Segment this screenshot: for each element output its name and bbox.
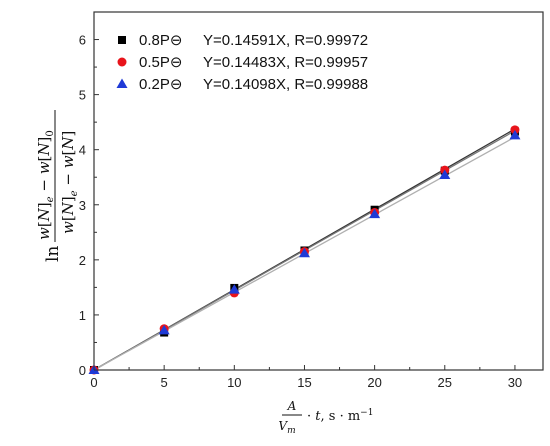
y-tick-label: 0 <box>79 363 86 378</box>
x-tick-label: 25 <box>438 375 452 390</box>
legend-marker <box>116 78 128 88</box>
legend: 0.8P⊖ Y=0.14591X, R=0.99972 0.5P⊖ Y=0.14483… <box>116 32 368 93</box>
legend-series-name: 0.2P⊖ <box>139 76 182 93</box>
legend-item-1: 0.8P⊖ Y=0.14591X, R=0.99972 <box>118 32 368 49</box>
y-tick-label: 5 <box>79 88 86 103</box>
legend-series-name: 0.8P⊖ <box>139 32 182 49</box>
y-label-numerator: w[N]e − w[N]0 <box>35 130 56 240</box>
legend-fit-equation: Y=0.14591X, R=0.99972 <box>203 32 368 49</box>
y-tick-label: 6 <box>79 33 86 48</box>
data-point-series-2 <box>510 125 520 135</box>
legend-marker <box>118 36 126 44</box>
y-tick-label: 3 <box>79 198 86 213</box>
legend-fit-equation: Y=0.14098X, R=0.99988 <box>203 76 368 93</box>
y-label-prefix: ln <box>43 246 63 262</box>
data-point-series-3 <box>158 324 170 335</box>
y-label-denominator: w[N]e − w[N] <box>59 131 80 234</box>
y-tick-label: 4 <box>79 143 86 158</box>
data-point-series-3 <box>228 284 240 294</box>
x-tick-label: 0 <box>90 375 97 390</box>
x-label-rest: · t, s · m−1 <box>307 408 373 424</box>
y-axis-label: ln w[N]e − w[N]0 w[N]e − w[N] <box>35 110 80 262</box>
legend-marker <box>117 57 127 67</box>
x-tick-label: 20 <box>367 375 381 390</box>
data-point-series-3 <box>298 247 310 258</box>
x-tick-label: 15 <box>297 375 311 390</box>
x-label-numerator: A <box>287 399 297 413</box>
x-tick-label: 10 <box>227 375 241 390</box>
x-tick-label: 5 <box>161 375 168 390</box>
data-point-series-3 <box>509 129 521 140</box>
x-axis-label: A Vm · t, s · m−1 <box>278 399 373 436</box>
plot-frame <box>93 11 544 371</box>
legend-item-2: 0.5P⊖ Y=0.14483X, R=0.99957 <box>117 54 368 71</box>
legend-fit-equation: Y=0.14483X, R=0.99957 <box>203 54 368 71</box>
data-point-series-3 <box>439 169 451 180</box>
y-tick-label: 1 <box>79 308 86 323</box>
x-label-denominator: Vm <box>278 419 295 436</box>
x-tick-label: 30 <box>508 375 522 390</box>
x-axis-ticks: 0 5 10 15 20 25 30 <box>90 365 522 390</box>
legend-item-3: 0.2P⊖ Y=0.14098X, R=0.99988 <box>116 76 368 93</box>
data-point-series-3 <box>369 208 381 219</box>
y-axis-ticks: 0 1 2 3 4 5 6 <box>79 33 99 378</box>
legend-series-name: 0.5P⊖ <box>139 54 182 71</box>
y-tick-label: 2 <box>79 253 86 268</box>
